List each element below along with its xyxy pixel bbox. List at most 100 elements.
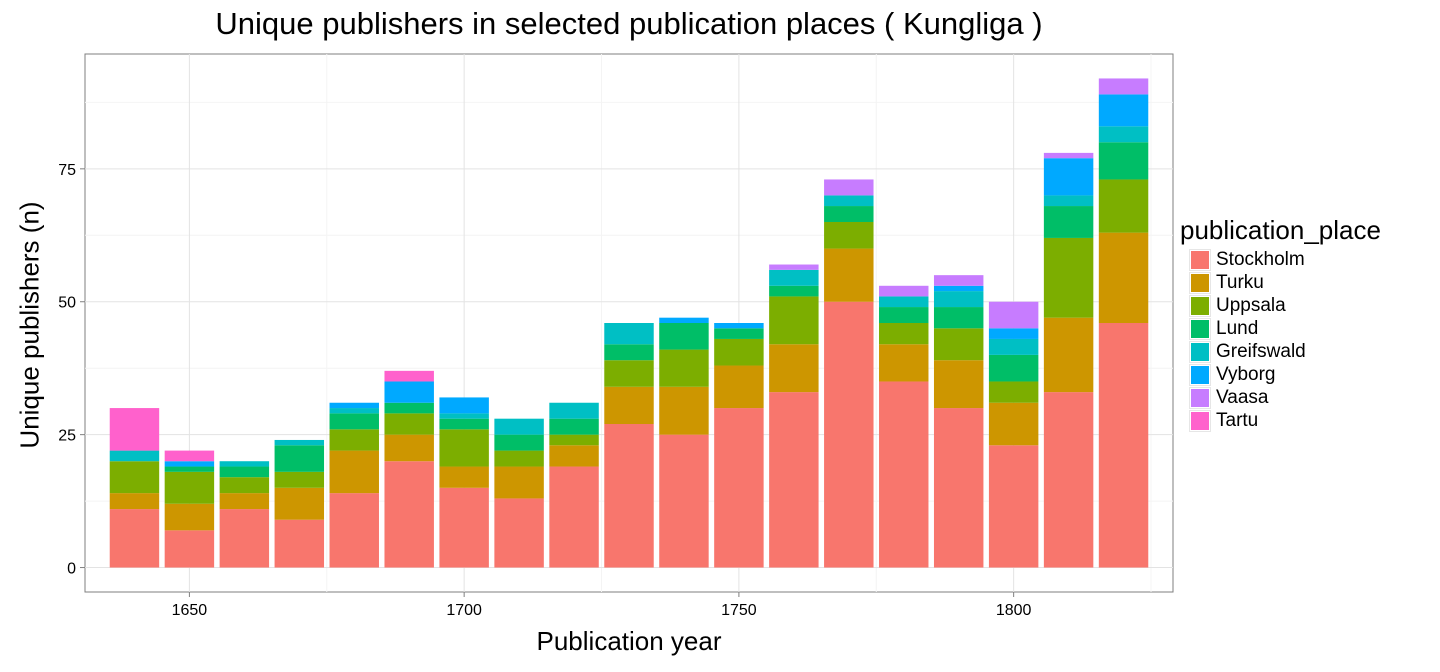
bar-segment <box>439 397 489 414</box>
bar-segment <box>549 445 599 467</box>
bar-segment <box>879 307 929 323</box>
bar-segment <box>1098 78 1149 95</box>
bar-segment <box>988 354 1039 382</box>
bar-segment <box>988 402 1039 446</box>
bar-segment <box>329 429 379 451</box>
bar-segment <box>329 493 379 568</box>
bar-segment <box>109 408 160 451</box>
bar-segment <box>1043 317 1094 393</box>
bar-segment <box>494 418 544 435</box>
bar-segment <box>164 461 215 467</box>
bar-segment <box>439 413 489 419</box>
bar-segment <box>329 408 379 414</box>
bar-segment <box>769 264 819 270</box>
bar-segment <box>879 296 929 308</box>
bar-segment <box>714 328 764 339</box>
legend-label: Vaasa <box>1216 386 1269 408</box>
y-axis-label: Unique publishers (n) <box>14 201 45 449</box>
legend-key <box>1189 294 1211 317</box>
bar-segment <box>494 466 544 499</box>
bar-segment <box>714 408 764 568</box>
legend-key <box>1189 271 1211 294</box>
bar-segment <box>164 471 215 504</box>
bar-segment <box>329 413 379 430</box>
bar-segment <box>933 291 984 308</box>
bar-segment <box>604 360 654 387</box>
bar-segment <box>219 477 270 494</box>
x-tick-label: 1750 <box>721 602 757 619</box>
bar-segment <box>384 413 434 435</box>
bar-segment <box>1043 195 1094 207</box>
legend-item: Turku <box>1180 271 1381 294</box>
bar-segment <box>219 466 270 478</box>
bar-segment <box>879 285 929 297</box>
bar-segment <box>604 386 654 425</box>
bar-segment <box>549 402 599 419</box>
bar-segment <box>494 434 544 451</box>
bar-segment <box>769 296 819 345</box>
bar-segment <box>1098 323 1149 568</box>
bar-segment <box>329 450 379 494</box>
bar-segment <box>988 301 1039 329</box>
legend-key <box>1189 363 1211 386</box>
bar-segment <box>824 179 874 196</box>
y-tick-label: 0 <box>67 561 76 578</box>
bar-segment <box>824 301 874 568</box>
legend-key <box>1189 409 1211 432</box>
bar-segment <box>879 344 929 382</box>
x-axis-label: Publication year <box>536 626 722 656</box>
bar-segment <box>494 450 544 467</box>
bar-segment <box>549 466 599 568</box>
bar-segment <box>1043 392 1094 568</box>
bar-segment <box>824 206 874 222</box>
bar-segment <box>1098 142 1149 180</box>
bar-segment <box>659 349 709 387</box>
bar-segment <box>109 493 160 510</box>
bar-segment <box>384 402 434 414</box>
bar-segment <box>439 487 489 568</box>
bar-segment <box>219 461 270 467</box>
bar-segment <box>274 439 325 446</box>
legend-label: Lund <box>1216 317 1259 339</box>
bar-segment <box>769 344 819 393</box>
legend-item: Stockholm <box>1180 248 1381 271</box>
bar-segment <box>659 386 709 435</box>
bar-segment <box>659 323 709 350</box>
chart-title: Unique publishers in selected publicatio… <box>215 6 1043 41</box>
bar-segment <box>494 498 544 568</box>
bar-segment <box>988 328 1039 339</box>
bar-segment <box>1043 158 1094 196</box>
bar-segment <box>824 221 874 249</box>
bar-segment <box>769 285 819 297</box>
bar-segment <box>879 381 929 568</box>
y-tick-label: 25 <box>58 428 76 445</box>
bar-segment <box>1043 206 1094 238</box>
bar-segment <box>1098 126 1149 143</box>
legend-key <box>1189 386 1211 409</box>
bar-segment <box>988 381 1039 403</box>
bar-segment <box>384 381 434 403</box>
x-tick-label: 1800 <box>996 602 1032 619</box>
legend-label: Tartu <box>1216 409 1259 431</box>
legend-label: Greifswald <box>1216 340 1306 362</box>
bar-segment <box>933 285 984 292</box>
bar-segment <box>439 466 489 488</box>
bar-segment <box>604 323 654 345</box>
bar-segment <box>329 402 379 409</box>
bar-segment <box>604 344 654 361</box>
legend-item: Greifswald <box>1180 340 1381 363</box>
legend-key <box>1189 340 1211 363</box>
bar-segment <box>1098 179 1149 233</box>
y-axis-ticks: 0 25 50 75 <box>58 162 85 578</box>
bar-segment <box>714 323 764 329</box>
bar-segment <box>164 466 215 472</box>
bar-segment <box>109 450 160 462</box>
bar-segment <box>933 360 984 409</box>
bars <box>109 78 1149 568</box>
bar-segment <box>109 461 160 494</box>
x-tick-label: 1700 <box>446 602 482 619</box>
legend-item: Lund <box>1180 317 1381 340</box>
bar-segment <box>439 418 489 430</box>
legend-item: Uppsala <box>1180 294 1381 317</box>
